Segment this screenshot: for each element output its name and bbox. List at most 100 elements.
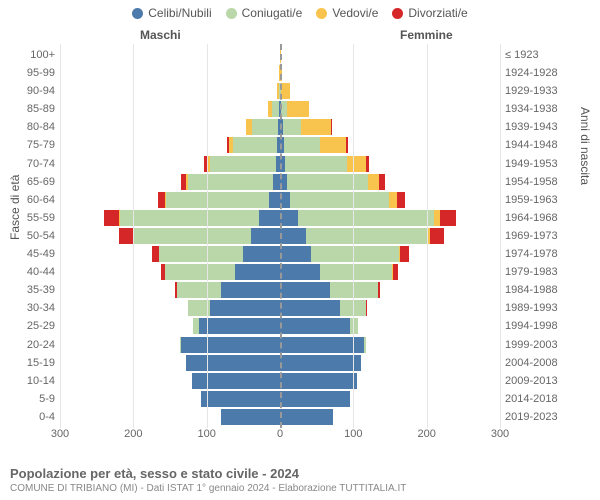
x-tick: 100 xyxy=(344,428,362,440)
birth-year-label: 1979-1983 xyxy=(505,266,590,278)
bar-segment xyxy=(389,192,396,208)
bar-segment xyxy=(133,228,250,244)
x-tick: 300 xyxy=(491,428,509,440)
bar-segment xyxy=(210,300,280,316)
column-header-female: Femmine xyxy=(400,28,453,42)
gridline xyxy=(207,44,208,428)
bar-segment xyxy=(366,156,370,172)
bar-segment xyxy=(159,246,243,262)
birth-year-label: 2014-2018 xyxy=(505,393,590,405)
bar-segment xyxy=(346,137,348,153)
bar-segment xyxy=(181,337,280,353)
column-header-male: Maschi xyxy=(140,28,181,42)
bar-female xyxy=(280,119,332,135)
age-label: 25-29 xyxy=(5,320,55,332)
legend-label: Divorziati/e xyxy=(408,6,467,20)
bar-female xyxy=(280,355,361,371)
bar-female xyxy=(280,228,444,244)
bar-female xyxy=(280,192,405,208)
legend-label: Vedovi/e xyxy=(332,6,378,20)
legend-item: Coniugati/e xyxy=(226,6,303,20)
bar-segment xyxy=(235,264,280,280)
bar-segment xyxy=(430,228,443,244)
bar-female xyxy=(280,174,385,190)
bar-segment xyxy=(201,391,280,407)
age-label: 20-24 xyxy=(5,339,55,351)
birth-year-label: 1934-1938 xyxy=(505,103,590,115)
bar-segment xyxy=(320,137,346,153)
bar-segment xyxy=(221,282,280,298)
age-label: 5-9 xyxy=(5,393,55,405)
birth-year-label: 1939-1943 xyxy=(505,121,590,133)
birth-year-label: 1949-1953 xyxy=(505,158,590,170)
bar-female xyxy=(280,246,409,262)
bar-segment xyxy=(233,137,277,153)
bar-segment xyxy=(119,228,132,244)
bar-segment xyxy=(285,156,347,172)
legend-item: Celibi/Nubili xyxy=(132,6,211,20)
bar-segment xyxy=(177,282,221,298)
chart-subtitle: COMUNE DI TRIBIANO (MI) - Dati ISTAT 1° … xyxy=(10,483,590,494)
bar-segment xyxy=(366,300,367,316)
bar-segment xyxy=(397,192,406,208)
gridline xyxy=(500,44,501,428)
bar-male xyxy=(192,373,280,389)
legend-label: Celibi/Nubili xyxy=(148,6,211,20)
bar-segment xyxy=(440,210,456,226)
bar-segment xyxy=(269,192,280,208)
bar-male xyxy=(246,119,280,135)
bar-segment xyxy=(378,282,381,298)
bar-segment xyxy=(280,409,333,425)
age-label: 60-64 xyxy=(5,194,55,206)
bar-segment xyxy=(287,101,309,117)
bar-female xyxy=(280,156,369,172)
bar-female xyxy=(280,101,309,117)
bar-segment xyxy=(165,264,235,280)
bar-segment xyxy=(306,228,427,244)
bar-segment xyxy=(283,119,301,135)
bar-male xyxy=(175,282,280,298)
gridline xyxy=(427,44,428,428)
age-label: 40-44 xyxy=(5,266,55,278)
bar-female xyxy=(280,137,348,153)
bar-segment xyxy=(199,318,280,334)
age-label: 0-4 xyxy=(5,411,55,423)
bar-male xyxy=(188,300,280,316)
age-label: 70-74 xyxy=(5,158,55,170)
birth-year-label: 1994-1998 xyxy=(505,320,590,332)
legend: Celibi/Nubili Coniugati/e Vedovi/e Divorzia… xyxy=(0,6,600,20)
bar-segment xyxy=(280,373,357,389)
age-label: 50-54 xyxy=(5,230,55,242)
age-label: 55-59 xyxy=(5,212,55,224)
bar-segment xyxy=(152,246,159,262)
legend-swatch xyxy=(392,8,403,19)
x-tick: 200 xyxy=(124,428,142,440)
bar-segment xyxy=(280,246,311,262)
bar-male xyxy=(201,391,280,407)
x-tick: 0 xyxy=(277,428,283,440)
bar-segment xyxy=(251,228,280,244)
bar-segment xyxy=(311,246,399,262)
bar-female xyxy=(280,264,398,280)
plot-area: 100+≤ 192395-991924-192890-941929-193385… xyxy=(60,44,500,444)
bar-segment xyxy=(298,210,434,226)
bar-male xyxy=(227,137,280,153)
bar-segment xyxy=(281,83,291,99)
bar-segment xyxy=(280,300,340,316)
bar-segment xyxy=(104,210,119,226)
legend-swatch xyxy=(316,8,327,19)
age-label: 10-14 xyxy=(5,375,55,387)
birth-year-label: 1924-1928 xyxy=(505,67,590,79)
x-axis-ticks: 3002001000100200300 xyxy=(60,428,500,444)
legend-item: Divorziati/e xyxy=(392,6,467,20)
bar-male xyxy=(104,210,280,226)
age-label: 75-79 xyxy=(5,139,55,151)
bar-segment xyxy=(368,174,379,190)
age-label: 65-69 xyxy=(5,176,55,188)
bar-segment xyxy=(284,137,321,153)
x-tick: 300 xyxy=(51,428,69,440)
bar-segment xyxy=(290,192,389,208)
legend-swatch xyxy=(132,8,143,19)
birth-year-label: 2009-2013 xyxy=(505,375,590,387)
bar-segment xyxy=(272,101,279,117)
